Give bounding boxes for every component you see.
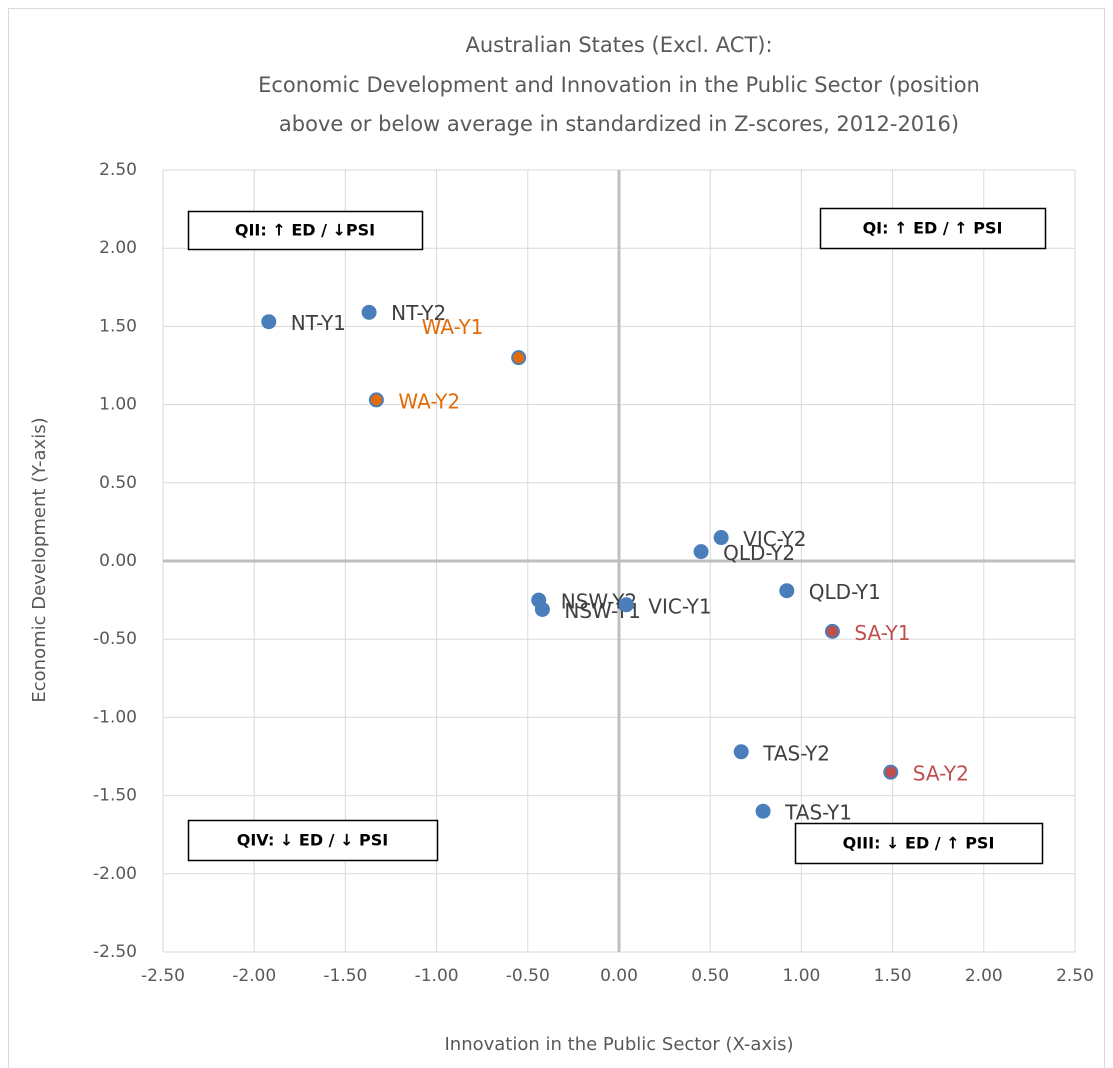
point-label: WA-Y2 xyxy=(398,389,460,413)
annotation-box xyxy=(187,819,439,862)
point xyxy=(779,583,795,599)
point xyxy=(361,304,377,320)
point xyxy=(883,764,899,780)
point xyxy=(824,623,840,639)
annotation: QIV: ↓ ED / ↓ PSI xyxy=(237,831,389,850)
y-tick-label: 2.00 xyxy=(99,238,137,258)
y-tick-label: 1.50 xyxy=(99,316,137,336)
point-label: SA-Y1 xyxy=(854,621,910,645)
x-tick-label: 1.00 xyxy=(782,966,820,986)
y-tick-label: 0.00 xyxy=(99,551,137,571)
point-label: VIC-Y1 xyxy=(648,594,711,618)
y-tick-label: 2.50 xyxy=(99,160,137,180)
point-label: SA-Y2 xyxy=(913,762,969,786)
x-tick-label: 1.50 xyxy=(874,966,912,986)
point xyxy=(733,744,749,760)
point xyxy=(693,544,709,560)
x-tick-label: -2.50 xyxy=(141,966,185,986)
point-label: TAS-Y1 xyxy=(784,801,852,825)
annotation: QI: ↑ ED / ↑ PSI xyxy=(863,219,1003,238)
point xyxy=(713,530,729,546)
annotation: QIII: ↓ ED / ↑ PSI xyxy=(843,834,995,853)
x-tick-label: 0.00 xyxy=(600,966,638,986)
x-axis-title: Innovation in the Public Sector (X-axis) xyxy=(444,1034,793,1055)
x-tick-label: -2.00 xyxy=(232,966,276,986)
x-tick-label: 2.00 xyxy=(965,966,1003,986)
point xyxy=(511,350,527,366)
y-tick-label: 0.50 xyxy=(99,473,137,493)
y-tick-label: -2.00 xyxy=(93,864,137,884)
y-tick-label: -2.50 xyxy=(93,942,137,962)
annotation: QII: ↑ ED / ↓PSI xyxy=(235,221,375,240)
point-label: QLD-Y1 xyxy=(809,580,881,604)
chart-title: above or below average in standardized i… xyxy=(279,112,959,136)
x-tick-label: 2.50 xyxy=(1056,966,1094,986)
y-tick-label: -0.50 xyxy=(93,629,137,649)
point-label: TAS-Y2 xyxy=(762,741,830,765)
annotation-box xyxy=(187,210,424,251)
annotation-box xyxy=(819,207,1047,250)
x-tick-label: -0.50 xyxy=(506,966,550,986)
point xyxy=(618,597,634,613)
y-tick-label: -1.50 xyxy=(93,786,137,806)
chart-frame xyxy=(8,8,1105,1068)
point-label: QLD-Y2 xyxy=(723,541,795,565)
point-label: WA-Y1 xyxy=(422,315,484,339)
y-tick-label: 1.00 xyxy=(99,395,137,415)
x-tick-label: 0.50 xyxy=(691,966,729,986)
point xyxy=(755,803,771,819)
point-label: NT-Y2 xyxy=(391,301,446,325)
point xyxy=(261,314,277,330)
point-label: NT-Y1 xyxy=(291,311,346,335)
point-label: VIC-Y2 xyxy=(743,527,806,551)
annotation-box xyxy=(794,822,1044,865)
point xyxy=(534,601,550,617)
x-tick-label: -1.50 xyxy=(323,966,367,986)
x-tick-label: -1.00 xyxy=(415,966,459,986)
y-axis-title: Economic Development (Y-axis) xyxy=(29,417,50,702)
point xyxy=(368,392,384,408)
chart-title: Australian States (Excl. ACT): xyxy=(465,33,772,57)
y-tick-label: -1.00 xyxy=(93,707,137,727)
chart-title: Economic Development and Innovation in t… xyxy=(258,73,980,97)
